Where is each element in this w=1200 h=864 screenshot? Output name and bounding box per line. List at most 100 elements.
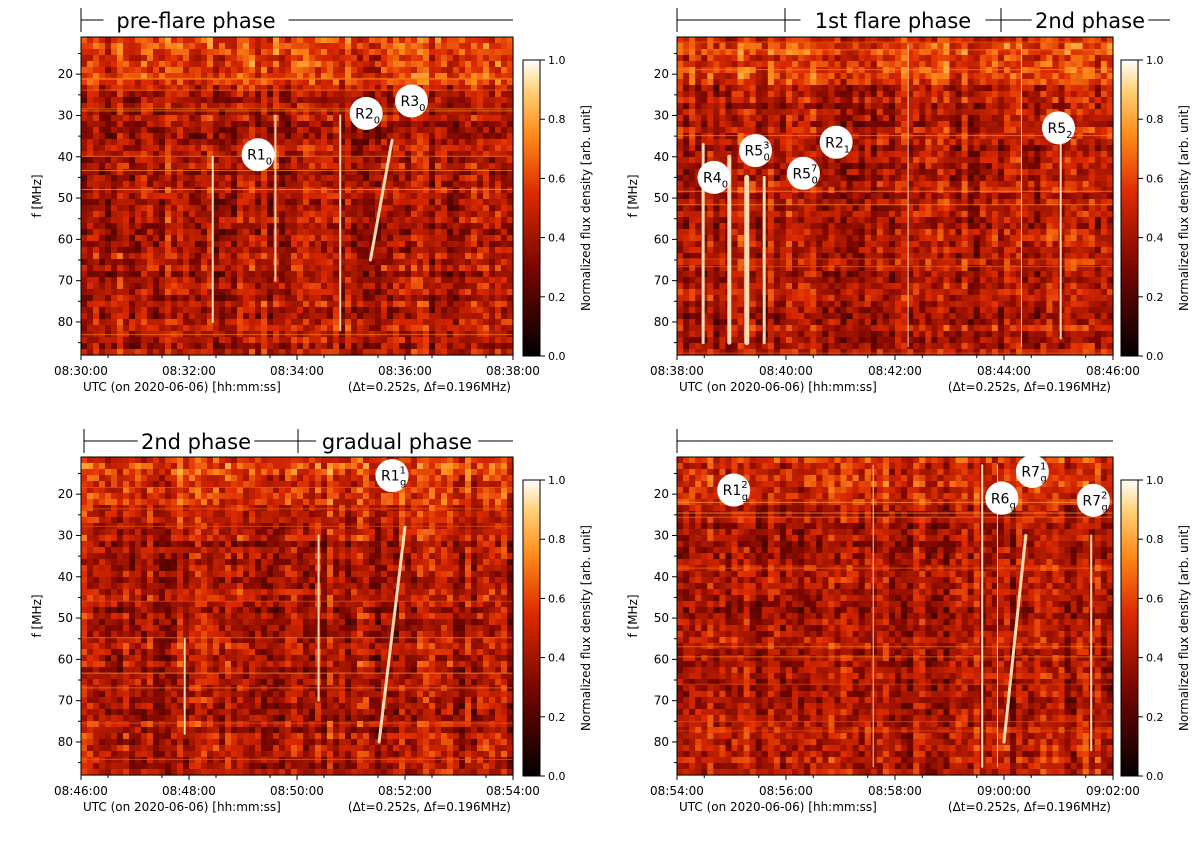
- x-axis-resolution: (Δt=0.252s, Δf=0.196MHz): [348, 380, 511, 394]
- colorbar-label: Normalized flux density [arb. unit]: [1177, 525, 1191, 731]
- heatmap-image: [81, 457, 514, 776]
- colorbar: 0.0 0.2 0.4 0.6 0.8 1.0 Normalized flux densit…: [522, 54, 593, 363]
- colorbar-tick-label: 0.0: [1146, 350, 1164, 363]
- y-tick-label: 60: [58, 232, 73, 246]
- phase-bar: [676, 429, 1113, 453]
- burst-label-text: R12 g: [723, 480, 748, 503]
- y-tick-label: 40: [58, 570, 73, 584]
- phase-label: 2nd phase: [141, 430, 251, 454]
- x-tick-label: 08:30:00: [54, 364, 108, 378]
- y-axis: 20 30 40 50 60 70 80: [58, 53, 81, 344]
- y-tick-label: 20: [58, 487, 73, 501]
- y-axis-label: f [MHz]: [626, 594, 640, 637]
- burst-streak-2: [368, 138, 394, 262]
- burst-label-r6g: R6g: [985, 481, 1019, 515]
- burst-label-r7g2: R72 g: [1076, 483, 1110, 517]
- y-tick-label: 30: [58, 108, 73, 122]
- colorbar-tick-label: 0.4: [548, 652, 566, 665]
- burst-streaks: [701, 44, 1062, 348]
- colorbar-tick-label: 0.0: [548, 770, 566, 783]
- y-tick-label: 50: [654, 611, 669, 625]
- colorbar: 0.0 0.2 0.4 0.6 0.8 1.0 Normalized flux densit…: [522, 474, 593, 783]
- burst-label-r21: R21: [819, 125, 853, 159]
- y-tick-label: 40: [654, 150, 669, 164]
- colorbar-tick-label: 1.0: [1146, 54, 1164, 67]
- y-tick-label: 40: [654, 570, 669, 584]
- x-tick-label: 08:40:00: [759, 364, 813, 378]
- y-axis-label: f [MHz]: [626, 174, 640, 217]
- burst-streaks: [183, 525, 407, 744]
- x-tick-label: 08:44:00: [977, 364, 1031, 378]
- phase-bar: 2nd phase gradual phase: [83, 429, 513, 454]
- burst-label-text: R53 0: [744, 141, 769, 164]
- y-tick-label: 30: [654, 528, 669, 542]
- burst-streaks: [211, 114, 394, 332]
- phase-label: gradual phase: [322, 430, 472, 454]
- burst-label-circle: [349, 96, 383, 130]
- colorbar-gradient: [1120, 59, 1139, 357]
- burst-label-r1g1: R11 g: [375, 459, 409, 493]
- x-tick-label: 08:36:00: [378, 364, 432, 378]
- burst-label-circle: [241, 138, 275, 172]
- colorbar-tick-label: 0.6: [1146, 172, 1164, 185]
- y-tick-label: 80: [58, 735, 73, 749]
- colorbar-tick-label: 0.4: [548, 232, 566, 245]
- colorbar: 0.0 0.2 0.4 0.6 0.8 1.0 Normalized flux densit…: [1120, 54, 1191, 363]
- heatmap-image: [677, 457, 1114, 776]
- burst-label-text: R20: [355, 106, 380, 126]
- x-tick-label: 08:48:00: [162, 784, 216, 798]
- burst-label-circle: [717, 473, 751, 507]
- y-axis-label: f [MHz]: [30, 594, 44, 637]
- phase-bar: 1st flare phase 2nd phase: [676, 8, 1170, 33]
- colorbar-label: Normalized flux density [arb. unit]: [579, 105, 593, 311]
- burst-label-r10: R10: [241, 138, 275, 172]
- phase-label: 2nd phase: [1035, 9, 1145, 33]
- y-tick-label: 70: [654, 274, 669, 288]
- x-tick-label: 08:46:00: [1086, 364, 1140, 378]
- y-tick-label: 80: [58, 315, 73, 329]
- burst-label-circle: [819, 125, 853, 159]
- x-tick-label: 08:46:00: [54, 784, 108, 798]
- y-tick-label: 60: [654, 652, 669, 666]
- burst-label-text: R52: [1048, 121, 1073, 141]
- x-axis-label: UTC (on 2020-06-06) [hh:mm:ss]: [83, 380, 281, 394]
- x-tick-label: 08:50:00: [270, 784, 324, 798]
- y-tick-label: 60: [654, 232, 669, 246]
- horizontal-rfi-lines: [677, 501, 1113, 732]
- burst-label-text: R57 0: [792, 163, 817, 186]
- x-axis: 08:30:00 08:32:00 08:34:00 08:36:00 08:38:00: [54, 355, 540, 378]
- heatmap-image: [81, 37, 514, 356]
- y-tick-label: 70: [58, 694, 73, 708]
- y-tick-label: 70: [58, 274, 73, 288]
- y-tick-label: 50: [58, 611, 73, 625]
- x-tick-label: 08:38:00: [486, 364, 540, 378]
- burst-label-r507: R57 0: [786, 156, 820, 190]
- burst-label-circle: [394, 84, 428, 118]
- x-axis-label: UTC (on 2020-06-06) [hh:mm:ss]: [679, 800, 877, 814]
- burst-label-text: R11 g: [381, 466, 406, 489]
- x-axis-resolution: (Δt=0.252s, Δf=0.196MHz): [948, 800, 1111, 814]
- heatmap-image: [677, 37, 1114, 356]
- colorbar-tick-label: 0.8: [548, 113, 566, 126]
- burst-label-r503: R53 0: [738, 134, 772, 168]
- colorbar-label: Normalized flux density [arb. unit]: [579, 525, 593, 731]
- phase-label: 1st flare phase: [815, 9, 971, 33]
- colorbar-tick-label: 0.2: [1146, 711, 1164, 724]
- x-tick-label: 08:32:00: [162, 364, 216, 378]
- colorbar-tick-label: 0.2: [1146, 291, 1164, 304]
- burst-label-r1g2: R12 g: [717, 473, 751, 507]
- y-tick-label: 70: [654, 694, 669, 708]
- horizontal-rfi-lines: [81, 487, 513, 760]
- burst-label-text: R30: [400, 94, 425, 114]
- burst-label-circle: [375, 459, 409, 493]
- y-tick-label: 20: [654, 487, 669, 501]
- x-axis-label: UTC (on 2020-06-06) [hh:mm:ss]: [83, 800, 281, 814]
- y-axis: 20 30 40 50 60 70 80: [58, 473, 81, 764]
- y-tick-label: 50: [58, 191, 73, 205]
- burst-label-text: R71 g: [1021, 461, 1046, 484]
- colorbar-tick-label: 1.0: [1146, 474, 1164, 487]
- colorbar-tick-label: 0.8: [1146, 533, 1164, 546]
